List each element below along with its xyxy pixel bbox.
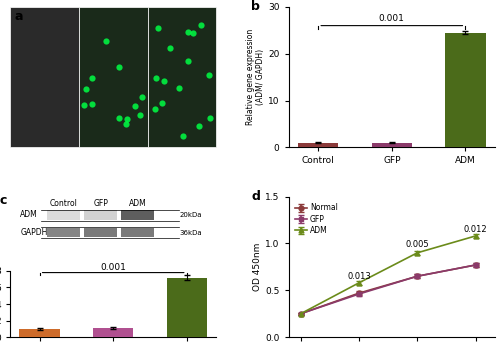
Point — [67, 31, 75, 36]
Point — [48, 103, 56, 108]
Text: b: b — [252, 0, 260, 13]
Text: c: c — [0, 194, 7, 207]
Text: Control: Control — [50, 198, 78, 208]
Point — [50, 94, 58, 99]
Point — [34, 101, 42, 107]
Point — [54, 107, 62, 112]
Text: d: d — [252, 190, 260, 203]
Point — [72, 116, 80, 121]
Point — [65, 29, 73, 34]
Point — [72, 72, 80, 78]
Point — [45, 116, 53, 121]
FancyBboxPatch shape — [47, 210, 80, 219]
Point — [58, 78, 66, 84]
Bar — [20, 329, 60, 337]
Text: ADM: ADM — [20, 211, 38, 219]
Text: 0.012: 0.012 — [464, 225, 487, 234]
FancyBboxPatch shape — [10, 7, 79, 148]
Text: 0.013: 0.013 — [347, 272, 371, 281]
Point — [62, 85, 70, 90]
FancyBboxPatch shape — [122, 210, 154, 219]
Point — [64, 133, 72, 139]
Text: 36kDa: 36kDa — [179, 230, 202, 236]
Point — [55, 25, 63, 31]
Text: GAPDH: GAPDH — [20, 228, 48, 237]
FancyBboxPatch shape — [47, 228, 80, 237]
Text: 20kDa: 20kDa — [179, 212, 202, 218]
Bar — [372, 143, 412, 148]
FancyBboxPatch shape — [79, 7, 148, 148]
Text: a: a — [14, 10, 22, 23]
Point — [42, 116, 50, 121]
Point — [54, 75, 62, 81]
Point — [50, 112, 58, 118]
Point — [70, 22, 78, 27]
Bar — [166, 278, 207, 337]
FancyBboxPatch shape — [84, 210, 117, 219]
Bar — [298, 143, 339, 148]
Text: GFP: GFP — [94, 198, 108, 208]
Point — [34, 75, 42, 80]
Bar — [93, 329, 134, 337]
Point — [66, 58, 74, 64]
Y-axis label: OD 450nm: OD 450nm — [254, 243, 262, 291]
Point — [69, 123, 77, 129]
FancyBboxPatch shape — [122, 228, 154, 237]
FancyBboxPatch shape — [148, 7, 216, 148]
Point — [30, 103, 38, 108]
Point — [42, 65, 50, 70]
Y-axis label: Relative gene expression
(ADM/ GAPDH): Relative gene expression (ADM/ GAPDH) — [246, 29, 266, 125]
Bar — [445, 33, 486, 148]
Text: 0.001: 0.001 — [379, 14, 404, 23]
Text: ADM: ADM — [129, 198, 147, 208]
Point — [32, 86, 40, 92]
Text: 0.001: 0.001 — [100, 263, 126, 272]
Point — [38, 38, 46, 44]
Point — [56, 100, 64, 106]
FancyBboxPatch shape — [84, 228, 117, 237]
Point — [60, 45, 68, 51]
Point — [44, 121, 52, 127]
Text: 0.005: 0.005 — [406, 240, 429, 249]
Legend: Normal, GFP, ADM: Normal, GFP, ADM — [292, 201, 341, 238]
